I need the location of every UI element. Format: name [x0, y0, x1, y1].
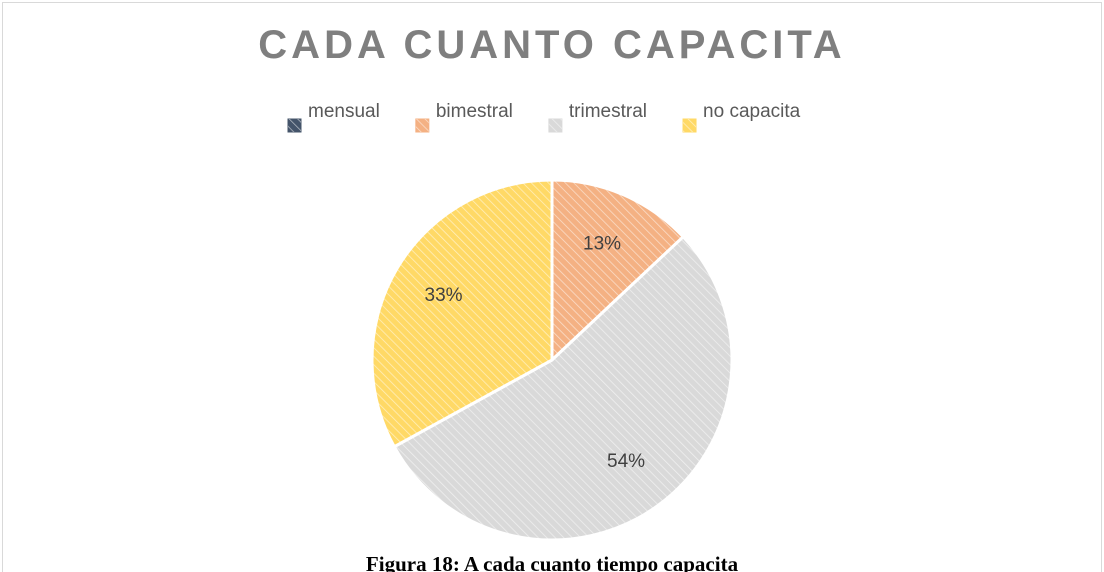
legend-swatch-hatch	[683, 119, 697, 132]
legend-swatch-hatch	[415, 119, 429, 132]
data-label: 33%	[425, 285, 463, 306]
chart-title: CADA CUANTO CAPACITA	[258, 23, 845, 67]
legend-label: bimestral	[436, 101, 513, 122]
data-label: 54%	[607, 451, 645, 472]
legend-label: no capacita	[703, 101, 801, 122]
pie-slice-hatch	[394, 236, 732, 540]
pie-slice-hatch	[552, 180, 684, 360]
legend-label: trimestral	[569, 101, 647, 122]
pie-slice-hatch	[371, 180, 552, 447]
caption: Figura 18: A cada cuanto tiempo capacita	[366, 552, 739, 572]
data-label: 13%	[583, 233, 621, 254]
legend-swatch-hatch	[288, 119, 301, 132]
legend-swatch-hatch	[548, 119, 562, 132]
legend-label: mensual	[308, 101, 380, 122]
